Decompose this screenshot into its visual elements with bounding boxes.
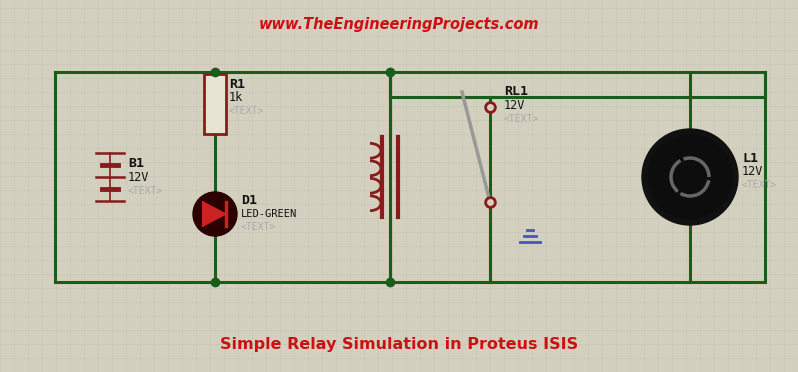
Text: <TEXT>: <TEXT> xyxy=(128,186,164,196)
Text: D1: D1 xyxy=(241,194,257,207)
Circle shape xyxy=(642,129,738,225)
Text: LED-GREEN: LED-GREEN xyxy=(241,209,297,219)
Text: <TEXT>: <TEXT> xyxy=(229,106,264,116)
Circle shape xyxy=(486,198,494,206)
Bar xyxy=(204,74,226,134)
Text: B1: B1 xyxy=(128,157,144,170)
Text: www.TheEngineeringProjects.com: www.TheEngineeringProjects.com xyxy=(259,16,539,32)
Circle shape xyxy=(193,192,237,236)
Text: RL1: RL1 xyxy=(504,85,528,98)
Circle shape xyxy=(486,103,494,111)
Text: <TEXT>: <TEXT> xyxy=(504,114,539,124)
Text: <TEXT>: <TEXT> xyxy=(742,180,777,190)
Text: 12V: 12V xyxy=(742,165,764,178)
Text: <TEXT>: <TEXT> xyxy=(241,222,276,232)
Text: R1: R1 xyxy=(229,78,245,91)
Polygon shape xyxy=(203,202,226,226)
Text: Simple Relay Simulation in Proteus ISIS: Simple Relay Simulation in Proteus ISIS xyxy=(220,337,578,352)
Text: 12V: 12V xyxy=(504,99,525,112)
Text: 12V: 12V xyxy=(128,171,149,184)
Text: 1k: 1k xyxy=(229,91,243,104)
Circle shape xyxy=(648,135,732,219)
Text: L1: L1 xyxy=(742,152,758,165)
